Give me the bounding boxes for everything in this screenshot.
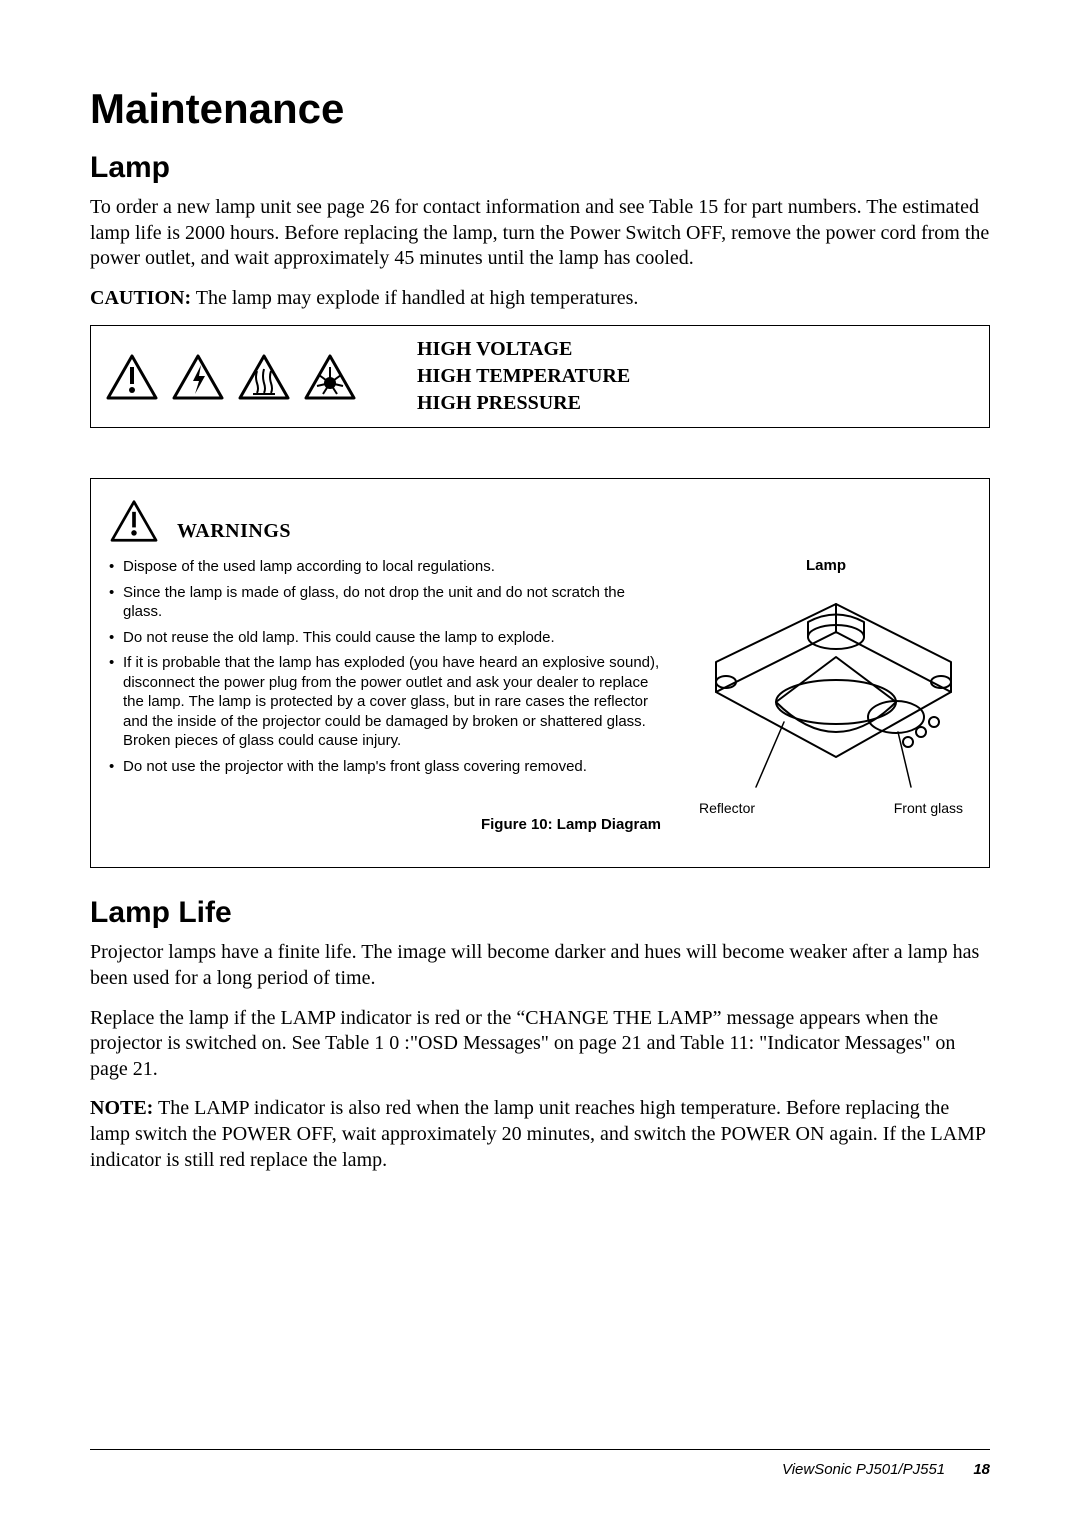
hazard-temperature-line: HIGH TEMPERATURE (417, 363, 630, 390)
hazard-text-block: HIGH VOLTAGE HIGH TEMPERATURE HIGH PRESS… (417, 336, 630, 417)
lamp-diagram (686, 582, 966, 792)
warnings-heading: WARNINGS (177, 520, 291, 543)
warning-heat-icon (237, 353, 291, 401)
warning-item: Since the lamp is made of glass, do not … (109, 583, 661, 622)
hazard-box: HIGH VOLTAGE HIGH TEMPERATURE HIGH PRESS… (90, 325, 990, 428)
caution-text: The lamp may explode if handled at high … (191, 287, 638, 309)
warning-item: Do not use the projector with the lamp's… (109, 757, 661, 777)
hazard-voltage-line: HIGH VOLTAGE (417, 336, 630, 363)
lamp-diagram-column: Lamp (681, 557, 971, 833)
note-label: NOTE: (90, 1097, 153, 1119)
hazard-icons-row (105, 353, 357, 401)
note-text: The LAMP indicator is also red when the … (90, 1097, 985, 1170)
warning-exclamation-icon (109, 499, 159, 543)
reflector-label: Reflector (699, 800, 755, 816)
hazard-pressure-line: HIGH PRESSURE (417, 390, 630, 417)
lamp-intro-paragraph: To order a new lamp unit see page 26 for… (90, 195, 990, 272)
caution-label: CAUTION: (90, 287, 191, 309)
warning-voltage-icon (171, 353, 225, 401)
lamp-diagram-title: Lamp (681, 557, 971, 574)
section-lamp-heading: Lamp (90, 151, 990, 185)
footer-page-number: 18 (973, 1461, 990, 1478)
warning-item: If it is probable that the lamp has expl… (109, 653, 661, 751)
warning-exclamation-icon (105, 353, 159, 401)
warning-pressure-icon (303, 353, 357, 401)
caution-paragraph: CAUTION: The lamp may explode if handled… (90, 286, 990, 312)
note-paragraph: NOTE: The LAMP indicator is also red whe… (90, 1096, 990, 1173)
warnings-header: WARNINGS (109, 499, 971, 543)
warnings-box: WARNINGS Dispose of the used lamp accord… (90, 478, 990, 868)
page-footer: ViewSonic PJ501/PJ551 18 (782, 1461, 990, 1478)
section-lamplife-heading: Lamp Life (90, 896, 990, 930)
figure-caption: Figure 10: Lamp Diagram (109, 816, 661, 833)
warning-item: Dispose of the used lamp according to lo… (109, 557, 661, 577)
footer-divider (90, 1449, 990, 1450)
lamp-diagram-labels: Reflector Front glass (681, 800, 971, 816)
lamplife-paragraph-2: Replace the lamp if the LAMP indicator i… (90, 1006, 990, 1083)
page-title: Maintenance (90, 85, 990, 133)
footer-model: ViewSonic PJ501/PJ551 (782, 1461, 945, 1478)
lamplife-paragraph-1: Projector lamps have a finite life. The … (90, 940, 990, 991)
front-glass-label: Front glass (894, 800, 963, 816)
warning-item: Do not reuse the old lamp. This could ca… (109, 628, 661, 648)
warnings-list: Dispose of the used lamp according to lo… (109, 557, 661, 776)
